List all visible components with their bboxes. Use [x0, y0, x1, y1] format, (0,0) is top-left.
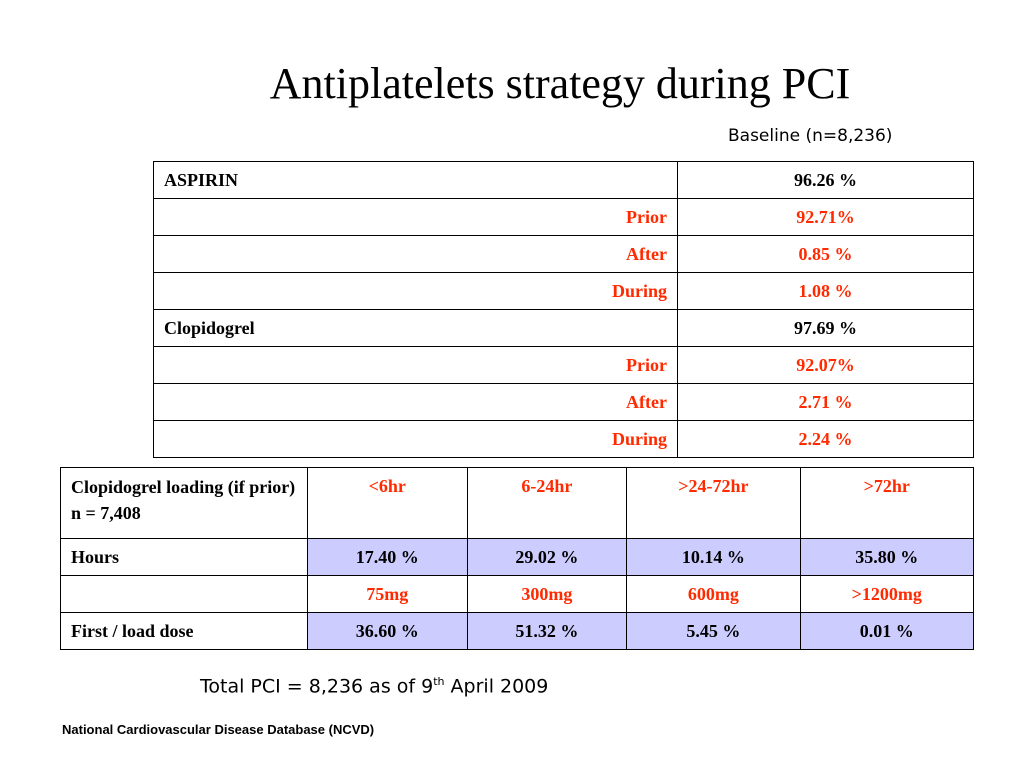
- source-note: National Cardiovascular Disease Database…: [62, 722, 375, 737]
- table-row: Clopidogrel loading (if prior) n = 7,408…: [60, 467, 975, 539]
- first-dose-value: 0.01 %: [799, 612, 975, 650]
- table-row: After 0.85 %: [153, 235, 974, 273]
- first-dose-label: First / load dose: [60, 612, 308, 650]
- time-header: >24-72hr: [626, 467, 801, 539]
- time-header: <6hr: [307, 467, 468, 539]
- table-row: 75mg 300mg 600mg >1200mg: [60, 575, 975, 613]
- baseline-note: Baseline (n=8,236): [728, 126, 893, 146]
- row-value: 97.69 %: [677, 309, 974, 347]
- row-label: After: [153, 383, 678, 421]
- time-header: >72hr: [799, 467, 975, 539]
- table-row: ASPIRIN 96.26 %: [153, 161, 974, 199]
- dose-header: 600mg: [626, 575, 801, 613]
- row-value: 92.71%: [677, 198, 974, 236]
- hours-value: 29.02 %: [466, 538, 628, 576]
- dose-header: 300mg: [466, 575, 628, 613]
- row-value: 2.71 %: [677, 383, 974, 421]
- table-row: First / load dose 36.60 % 51.32 % 5.45 %…: [60, 612, 975, 650]
- first-dose-value: 51.32 %: [466, 612, 628, 650]
- table-row: After 2.71 %: [153, 383, 974, 421]
- row-label: Prior: [153, 346, 678, 384]
- hours-value: 10.14 %: [626, 538, 801, 576]
- total-pci-note: Total PCI = 8,236 as of 9th April 2009: [200, 675, 548, 697]
- dose-header: >1200mg: [799, 575, 975, 613]
- loading-header-label: Clopidogrel loading (if prior) n = 7,408: [60, 467, 308, 539]
- row-value: 96.26 %: [677, 161, 974, 199]
- row-value: 1.08 %: [677, 272, 974, 310]
- table-row: During 2.24 %: [153, 420, 974, 458]
- aspirin-clopidogrel-table: ASPIRIN 96.26 % Prior 92.71% After 0.85 …: [153, 161, 974, 458]
- dose-label: [60, 575, 308, 613]
- row-label: After: [153, 235, 678, 273]
- row-label: ASPIRIN: [153, 161, 678, 199]
- table-row: During 1.08 %: [153, 272, 974, 310]
- time-header: 6-24hr: [466, 467, 628, 539]
- row-value: 92.07%: [677, 346, 974, 384]
- hours-value: 17.40 %: [307, 538, 468, 576]
- clopidogrel-loading-table: Clopidogrel loading (if prior) n = 7,408…: [60, 467, 975, 650]
- row-value: 2.24 %: [677, 420, 974, 458]
- row-label: During: [153, 272, 678, 310]
- first-dose-value: 5.45 %: [626, 612, 801, 650]
- table-row: Prior 92.07%: [153, 346, 974, 384]
- row-label: During: [153, 420, 678, 458]
- hours-label: Hours: [60, 538, 308, 576]
- table-row: Clopidogrel 97.69 %: [153, 309, 974, 347]
- dose-header: 75mg: [307, 575, 468, 613]
- total-suffix: April 2009: [444, 675, 549, 698]
- row-label: Clopidogrel: [153, 309, 678, 347]
- table-row: Hours 17.40 % 29.02 % 10.14 % 35.80 %: [60, 538, 975, 576]
- row-value: 0.85 %: [677, 235, 974, 273]
- hours-value: 35.80 %: [799, 538, 975, 576]
- table-row: Prior 92.71%: [153, 198, 974, 236]
- total-prefix: Total PCI = 8,236 as of 9: [200, 675, 434, 698]
- first-dose-value: 36.60 %: [307, 612, 468, 650]
- slide-title: Antiplatelets strategy during PCI: [269, 59, 851, 108]
- row-label: Prior: [153, 198, 678, 236]
- total-ordinal: th: [433, 675, 445, 688]
